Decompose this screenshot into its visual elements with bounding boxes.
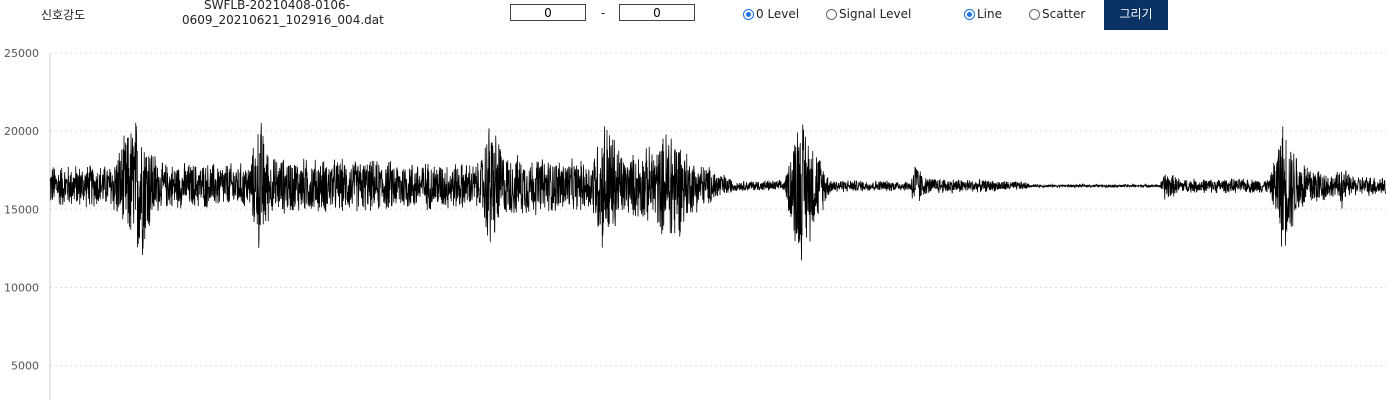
- radio-unchecked-icon: [826, 8, 837, 20]
- radio-checked-icon: [964, 8, 975, 20]
- y-tick-label: 20000: [4, 125, 39, 138]
- radio-unchecked-icon: [1029, 8, 1040, 20]
- range-separator: -: [601, 6, 606, 20]
- y-tick-label: 25000: [4, 47, 39, 60]
- radio-scatter-label: Scatter: [1042, 7, 1086, 21]
- range-end-input[interactable]: [619, 4, 695, 21]
- y-tick-label: 5000: [11, 360, 39, 373]
- range-start-input[interactable]: [510, 4, 586, 21]
- radio-zero-level-label: 0 Level: [756, 7, 800, 21]
- radio-zero-level[interactable]: 0 Level: [743, 7, 799, 21]
- draw-button[interactable]: 그리기: [1104, 0, 1168, 30]
- signal-series-line: [49, 122, 1386, 261]
- radio-line[interactable]: Line: [964, 7, 1002, 21]
- signal-strength-label: 신호강도: [41, 8, 86, 22]
- radio-signal-level[interactable]: Signal Level: [826, 7, 911, 21]
- toolbar: 신호강도 SWFLB-20210408-0106- 0609_20210621_…: [0, 0, 1386, 34]
- radio-checked-icon: [743, 8, 754, 20]
- radio-line-label: Line: [977, 7, 1003, 21]
- radio-scatter[interactable]: Scatter: [1029, 7, 1085, 21]
- file-name: SWFLB-20210408-0106- 0609_20210621_10291…: [182, 0, 384, 27]
- y-tick-label: 10000: [4, 281, 39, 294]
- y-tick-label: 15000: [4, 203, 39, 216]
- radio-signal-level-label: Signal Level: [839, 7, 912, 21]
